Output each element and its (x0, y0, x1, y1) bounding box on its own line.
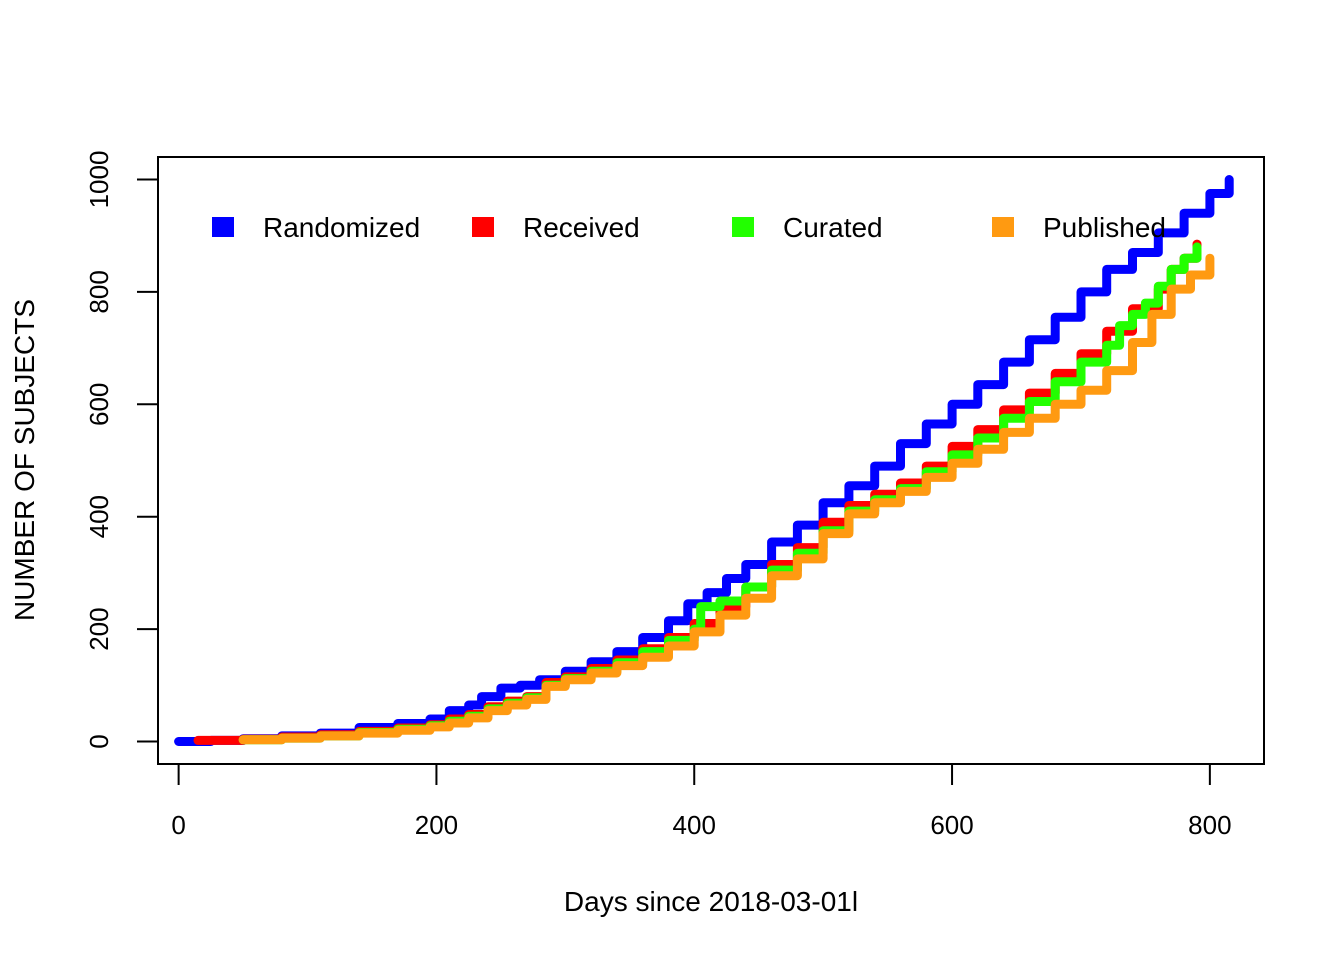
series-layer (174, 175, 1234, 746)
plot-frame (157, 156, 1265, 765)
legend: Randomized Received Curated Published (212, 212, 1166, 243)
legend-label-published: Published (1043, 212, 1166, 243)
legend-swatch-published (992, 217, 1014, 237)
y-axis: 0 200 400 600 800 1000 (84, 151, 159, 749)
y-tick-label: 400 (84, 495, 114, 538)
x-axis: 0 200 400 600 800 (171, 763, 1232, 840)
legend-swatch-randomized (212, 217, 234, 237)
legend-label-curated: Curated (783, 212, 883, 243)
y-axis-title: NUMBER OF SUBJECTS (9, 299, 40, 621)
legend-label-received: Received (523, 212, 640, 243)
x-tick-label: 400 (673, 810, 716, 840)
y-tick-label: 800 (84, 270, 114, 313)
x-tick-label: 600 (930, 810, 973, 840)
y-tick-label: 600 (84, 383, 114, 426)
y-tick-label: 200 (84, 607, 114, 650)
y-tick-label: 0 (84, 734, 114, 748)
legend-label-randomized: Randomized (263, 212, 420, 243)
x-tick-label: 800 (1188, 810, 1231, 840)
series-line-randomized (174, 175, 1234, 746)
x-tick-label: 0 (171, 810, 185, 840)
y-tick-label: 1000 (84, 151, 114, 209)
legend-swatch-curated (732, 217, 754, 237)
x-axis-title: Days since 2018-03-01l (564, 886, 858, 917)
series-line-published (238, 253, 1215, 745)
x-tick-label: 200 (415, 810, 458, 840)
series-line-received (193, 239, 1202, 745)
legend-swatch-received (472, 217, 494, 237)
